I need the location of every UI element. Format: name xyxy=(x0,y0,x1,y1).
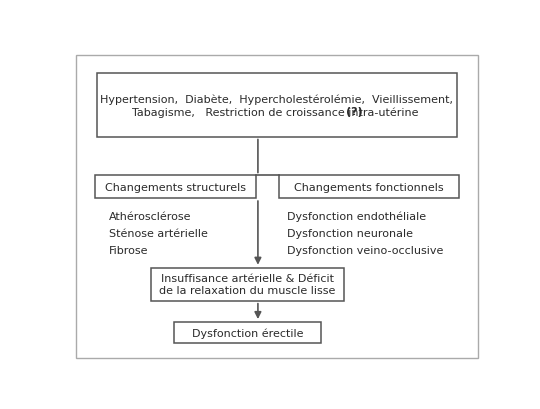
Text: Insuffisance artérielle & Déficit: Insuffisance artérielle & Déficit xyxy=(161,273,334,283)
Text: Fibrose: Fibrose xyxy=(109,245,149,255)
Text: Dysfonction endothéliale: Dysfonction endothéliale xyxy=(287,211,427,222)
Text: Dysfonction érectile: Dysfonction érectile xyxy=(192,328,303,338)
Text: Athérosclérose: Athérosclérose xyxy=(109,211,192,222)
Text: Changements fonctionnels: Changements fonctionnels xyxy=(294,182,444,192)
Text: de la relaxation du muscle lisse: de la relaxation du muscle lisse xyxy=(159,286,336,296)
Text: Hypertension,  Diabète,  Hypercholestérolémie,  Vieillissement,: Hypertension, Diabète, Hypercholestérolé… xyxy=(100,94,453,105)
Bar xyxy=(174,322,321,344)
Bar xyxy=(97,74,457,137)
Bar xyxy=(94,176,256,199)
Text: Dysfonction veino-occlusive: Dysfonction veino-occlusive xyxy=(287,245,443,255)
Text: Sténose artérielle: Sténose artérielle xyxy=(109,228,208,238)
Text: (?): (?) xyxy=(346,107,362,117)
Text: Tabagisme,   Restriction de croissance intra-utérine: Tabagisme, Restriction de croissance int… xyxy=(132,107,422,117)
Bar xyxy=(279,176,459,199)
Text: Changements structurels: Changements structurels xyxy=(105,182,246,192)
Bar xyxy=(151,268,344,301)
Text: Dysfonction neuronale: Dysfonction neuronale xyxy=(287,228,413,238)
